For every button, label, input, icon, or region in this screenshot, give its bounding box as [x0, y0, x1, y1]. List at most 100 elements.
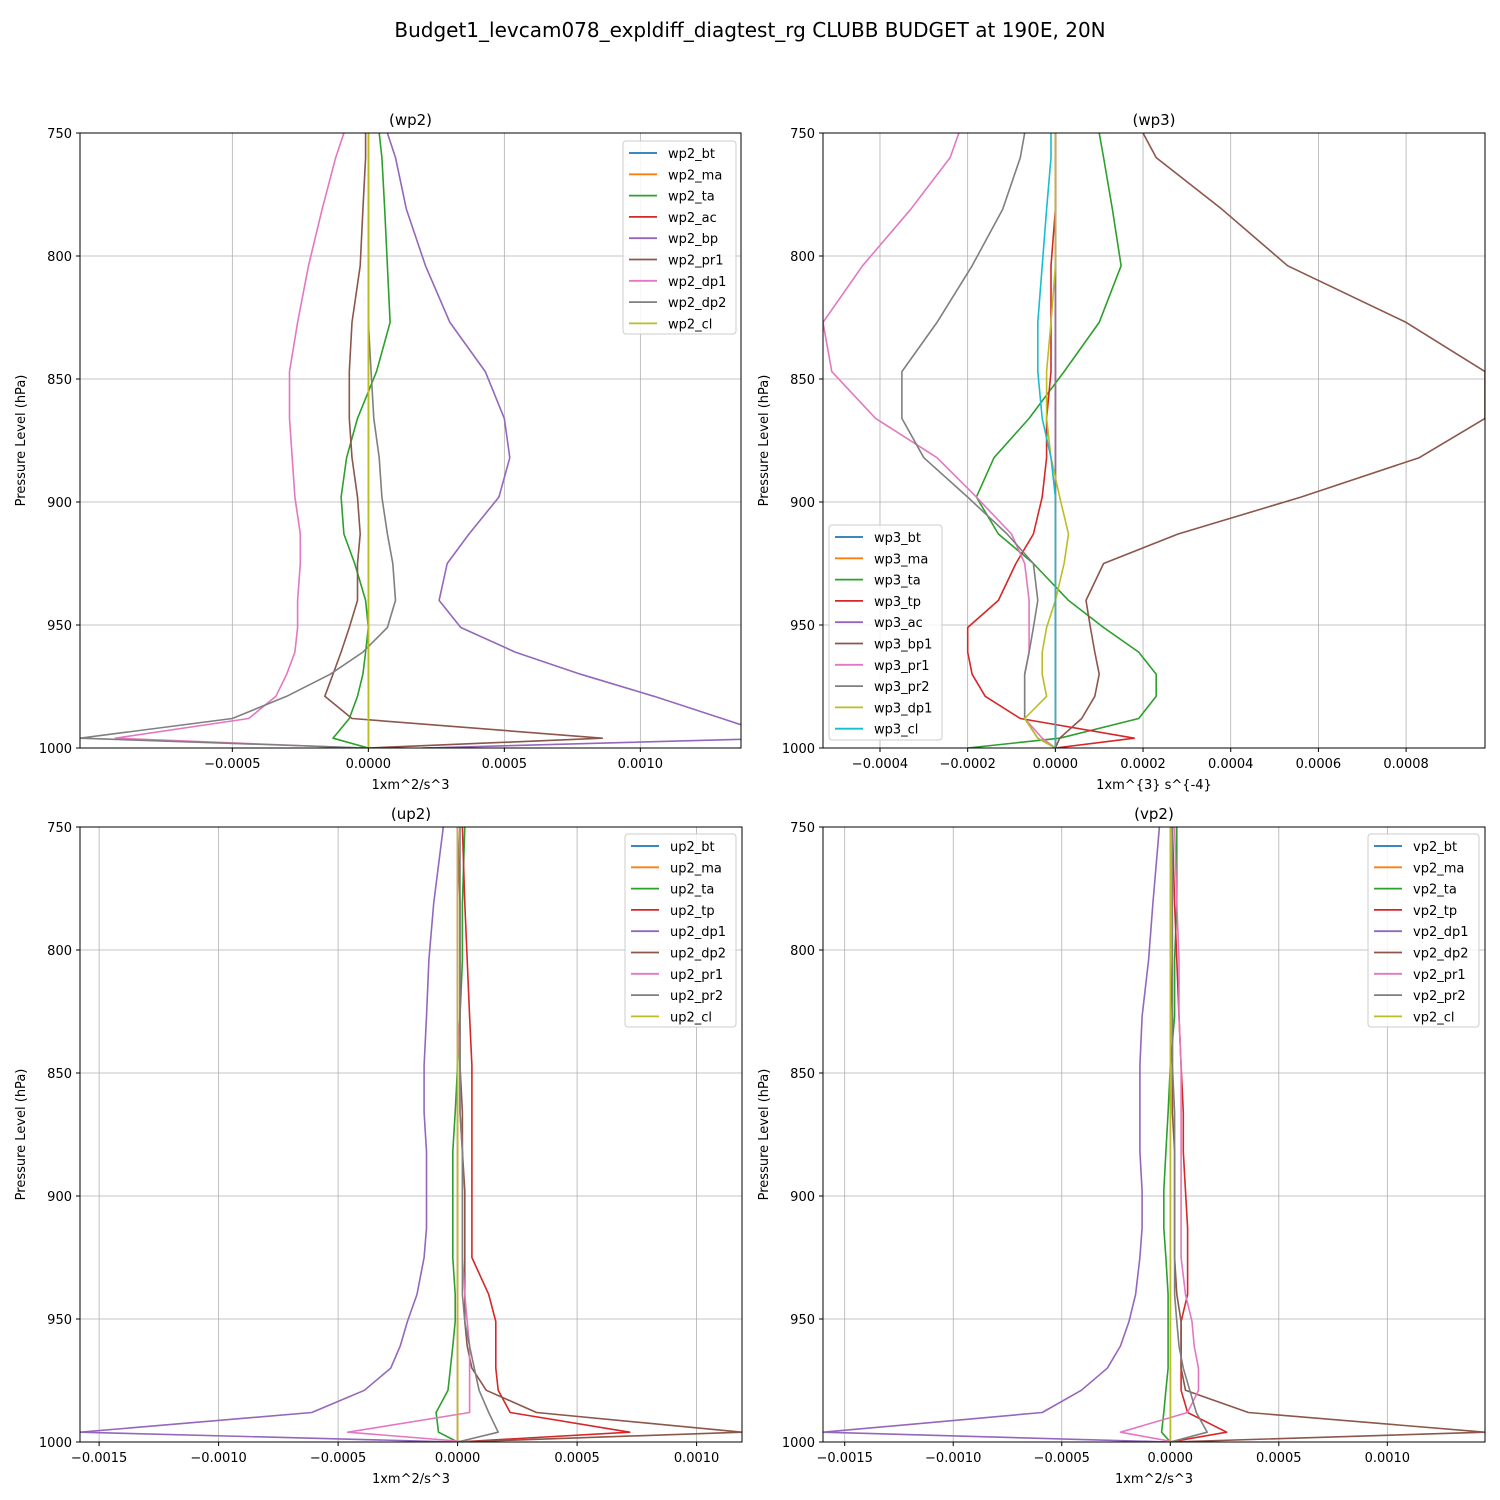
legend-label: wp3_bp1	[874, 638, 932, 653]
x-tick-label: 0.0002	[1120, 757, 1166, 772]
series-line-up2_dp1	[80, 827, 458, 1442]
x-tick-label: −0.0005	[1034, 1451, 1090, 1466]
series-lines	[823, 827, 1485, 1442]
chart-panel-up2: −0.0015 −0.0010 −0.0005 0.0000 0.0005 0.0010 7…	[14, 805, 743, 1487]
series-line-wp2_dp1	[114, 133, 361, 748]
plot-frame	[822, 132, 1486, 749]
series-line-wp3_tp	[966, 133, 1136, 748]
y-tick-label: 900	[790, 496, 815, 511]
y-axis-label: Pressure Level (hPa)	[757, 375, 772, 507]
y-tick-label: 850	[790, 1067, 815, 1082]
legend-label: vp2_dp1	[1413, 925, 1469, 940]
x-tick-label: 0.0005	[1256, 1451, 1302, 1466]
series-line-up2_tp	[457, 827, 631, 1442]
panel-title: (vp2)	[1134, 805, 1174, 823]
x-tick-label: 0.0006	[1296, 757, 1342, 772]
panel-title: (up2)	[391, 805, 431, 823]
panel-title: (wp3)	[1132, 111, 1175, 129]
legend-label: up2_bt	[670, 840, 715, 855]
figure-title: Budget1_levcam078_expldiff_diagtest_rg C…	[394, 18, 1105, 42]
y-tick-label: 850	[790, 373, 815, 388]
legend-label: up2_pr1	[670, 968, 723, 983]
legend-label: wp3_dp1	[874, 701, 932, 716]
legend-label: wp2_bp	[668, 232, 718, 247]
x-tick-label: 0.0000	[1033, 757, 1079, 772]
y-tick-label: 750	[790, 821, 815, 836]
legend-label: up2_dp1	[670, 925, 726, 940]
legend-label: wp2_ta	[668, 190, 715, 205]
legend: vp2_bt vp2_ma vp2_ta vp2_tp vp2_dp1 vp2_dp2vp…	[1367, 833, 1480, 1028]
x-axis-label: 1xm^2/s^3	[372, 1472, 450, 1487]
legend: wp2_bt wp2_ma wp2_ta wp2_ac wp2_bp wp2_pr1 wp2…	[622, 140, 737, 335]
x-tick-label: −0.0005	[204, 757, 260, 772]
legend-label: wp3_ac	[874, 616, 923, 631]
legend-label: wp3_bt	[874, 531, 921, 546]
series-line-vp2_ta	[1160, 827, 1178, 1442]
chart-panel-wp2: −0.0005 0.0000 0.0005 0.0010 750 800 850 900 950…	[14, 111, 742, 793]
legend: wp3_bt wp3_ma wp3_ta wp3_tp wp3_ac wp3_bp1 wp3…	[828, 524, 943, 741]
legend-label: wp2_pr1	[668, 254, 724, 269]
panel-title: (wp2)	[389, 111, 432, 129]
series-line-vp2_dp1	[823, 827, 1171, 1442]
legend-label: wp2_bt	[668, 147, 715, 162]
chart-panel-wp3: −0.0004 −0.0002 0.0000 0.0002 0.0004 0.0006 0.…	[757, 111, 1486, 793]
y-tick-label: 1000	[782, 742, 815, 757]
legend-label: wp3_pr1	[874, 659, 930, 674]
y-tick-label: 800	[790, 250, 815, 265]
y-tick-label: 950	[790, 619, 815, 634]
y-tick-label: 750	[47, 821, 72, 836]
legend-label: wp3_ma	[874, 552, 928, 567]
x-tick-label: −0.0010	[190, 1451, 246, 1466]
y-tick-label: 750	[47, 127, 72, 142]
legend-label: wp3_pr2	[874, 680, 930, 695]
x-tick-label: −0.0015	[71, 1451, 127, 1466]
x-tick-label: −0.0005	[310, 1451, 366, 1466]
legend-label: vp2_pr1	[1413, 968, 1466, 983]
x-axis-label: 1xm^2/s^3	[371, 778, 449, 793]
x-tick-label: 0.0004	[1208, 757, 1254, 772]
legend-label: vp2_pr2	[1413, 989, 1466, 1004]
x-tick-label: −0.0002	[939, 757, 995, 772]
plot-frame	[79, 132, 742, 749]
legend-box	[622, 140, 737, 335]
y-tick-label: 1000	[39, 1436, 72, 1451]
series-line-wp3_dp1	[1023, 133, 1070, 748]
y-axis-label: Pressure Level (hPa)	[14, 375, 29, 507]
legend-label: wp3_tp	[874, 595, 921, 610]
x-tick-label: 0.0000	[346, 757, 392, 772]
legend-label: up2_tp	[670, 904, 715, 919]
legend-label: wp2_ac	[668, 211, 717, 226]
y-tick-label: 900	[790, 1190, 815, 1205]
series-lines	[823, 133, 1485, 748]
legend-label: vp2_dp2	[1413, 947, 1469, 962]
legend-label: vp2_cl	[1413, 1010, 1454, 1025]
y-tick-label: 900	[47, 1190, 72, 1205]
x-tick-label: 0.0008	[1383, 757, 1429, 772]
series-line-wp2_ta	[332, 133, 391, 748]
plot-frame	[822, 826, 1486, 1443]
x-axis-label: 1xm^2/s^3	[1115, 1472, 1193, 1487]
x-tick-label: 0.0005	[482, 757, 528, 772]
series-line-up2_pr2	[457, 827, 500, 1442]
y-tick-label: 800	[790, 944, 815, 959]
x-tick-label: −0.0015	[817, 1451, 873, 1466]
series-lines	[80, 133, 741, 748]
series-line-vp2_pr2	[1170, 827, 1208, 1442]
x-tick-label: 0.0010	[674, 1451, 720, 1466]
x-tick-label: 0.0010	[1365, 1451, 1411, 1466]
plot-frame	[79, 826, 743, 1443]
series-line-wp3_cl	[1037, 133, 1057, 748]
x-axis-label: 1xm^{3} s^{-4}	[1096, 778, 1212, 793]
y-axis-label: Pressure Level (hPa)	[14, 1069, 29, 1201]
legend-label: wp2_cl	[668, 317, 712, 332]
y-tick-label: 850	[47, 1067, 72, 1082]
legend-label: wp2_dp2	[668, 296, 726, 311]
y-axis-label: Pressure Level (hPa)	[757, 1069, 772, 1201]
series-line-wp3_pr2	[901, 133, 1056, 748]
legend-label: up2_pr2	[670, 989, 723, 1004]
legend-label: up2_dp2	[670, 947, 726, 962]
series-line-vp2_pr1	[1119, 827, 1200, 1442]
y-tick-label: 800	[47, 250, 72, 265]
chart-panel-vp2: −0.0015 −0.0010 −0.0005 0.0000 0.0005 0.0010 7…	[757, 805, 1486, 1487]
y-tick-label: 750	[790, 127, 815, 142]
